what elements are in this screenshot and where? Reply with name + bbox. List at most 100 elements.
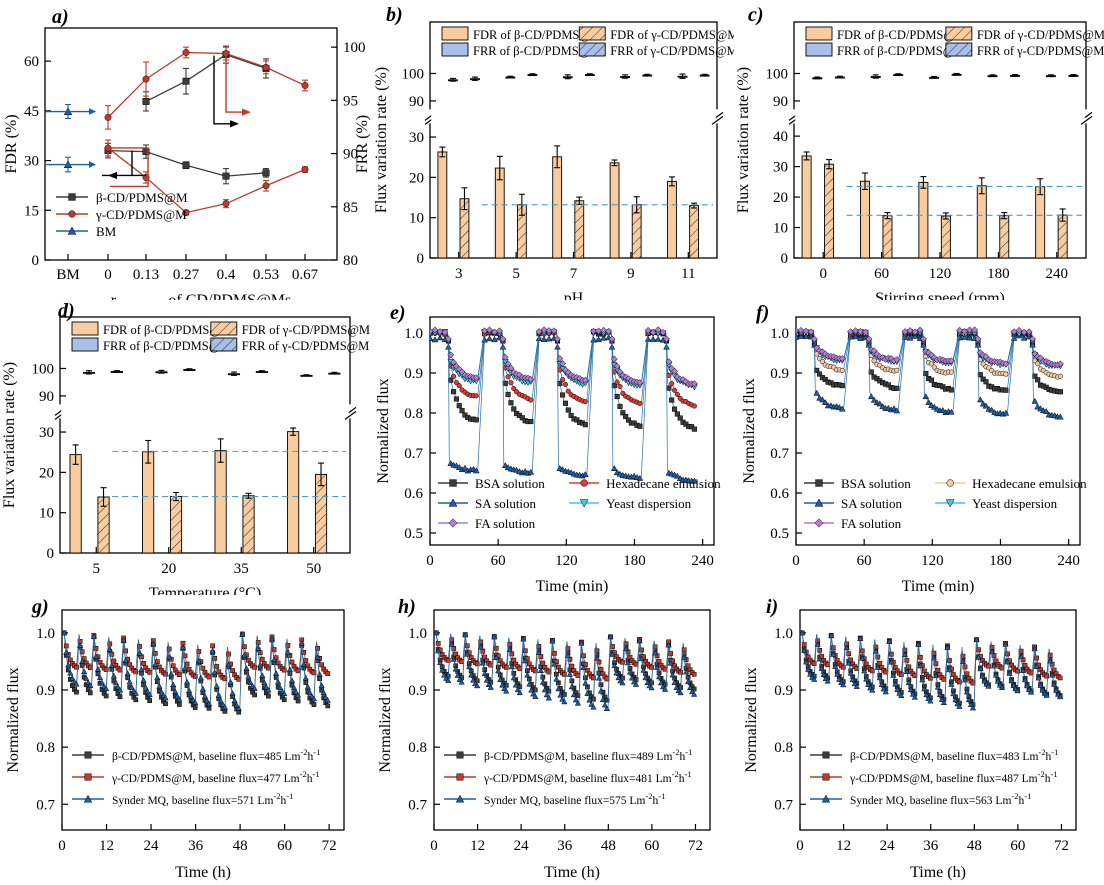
- y-tick-label: 20: [773, 190, 788, 206]
- bar: [610, 160, 619, 258]
- data-point-marker: [207, 706, 211, 710]
- data-point-marker: [223, 709, 227, 713]
- data-point-marker: [318, 677, 322, 681]
- data-point-marker: [183, 49, 189, 55]
- panel-d-legend: FDR of β-CD/PDMS@M FDR of γ-CD/PDMS@MFRR …: [72, 322, 370, 353]
- legend-label: FRR of γ-CD/PDMS@M: [977, 44, 1104, 58]
- data-point-marker: [302, 82, 308, 88]
- data-point-marker: [450, 480, 457, 487]
- bar: [495, 156, 504, 258]
- bm-arrowhead: [89, 161, 96, 168]
- data-point-marker: [868, 394, 874, 399]
- data-point-marker: [266, 666, 270, 670]
- data-point-marker: [143, 76, 149, 82]
- y-tick-label: 90: [39, 389, 54, 405]
- x-tick-label: 0: [426, 553, 434, 569]
- data-point-marker: [125, 671, 130, 676]
- panel-d-label: d): [58, 300, 75, 323]
- series-area: [62, 630, 331, 714]
- series-group: [105, 47, 308, 129]
- y-tick-right-label: 100: [343, 40, 366, 56]
- bar: [553, 146, 562, 258]
- data-point-marker: [942, 677, 946, 681]
- panel-e: 0.5 0.6 0.7 0.8 0.9 1.0 0 60 120 180 240 Normalized…: [372, 295, 738, 595]
- bar: [919, 177, 928, 258]
- y-tick-label: 0: [32, 253, 40, 269]
- data-point-marker: [223, 173, 229, 179]
- y-tick-label: 100: [32, 361, 55, 377]
- x-tick-label: 60: [277, 838, 292, 854]
- panel-b-label: b): [386, 4, 403, 27]
- y-tick-label: 100: [766, 66, 789, 82]
- panel-i-legend: β-CD/PDMS@M, baseline flux=483 Lm-2h-1 γ-…: [810, 747, 1058, 807]
- legend-label: β-CD/PDMS@M, baseline flux=489 Lm-2h-1: [484, 747, 692, 763]
- x-tick-label: 0.4: [217, 267, 236, 283]
- x-tick-label: 5: [512, 266, 520, 282]
- data-point-marker: [104, 667, 108, 671]
- y-axis-label: Normalized flux: [741, 378, 758, 483]
- data-point-marker: [1032, 398, 1038, 403]
- legend-label: Hexadecane emulsion: [972, 476, 1087, 491]
- legend-label: γ-CD/PDMS@M: [95, 207, 187, 222]
- legend-swatch: [579, 27, 605, 40]
- panel-b-legend: FDR of β-CD/PDMS@M FDR of γ-CD/PDMS@MFRR …: [442, 27, 734, 58]
- data-point-marker: [74, 690, 78, 694]
- x-tick-label: 35: [234, 561, 249, 577]
- series-area: [793, 327, 1064, 420]
- y-tick-label: 20: [39, 465, 54, 481]
- x-tick-label: 240: [1057, 553, 1080, 569]
- data-point-marker: [655, 336, 661, 341]
- data-point-marker: [560, 393, 565, 398]
- data-point-marker: [242, 645, 246, 649]
- data-point-marker: [923, 394, 929, 399]
- bar: [287, 428, 298, 553]
- data-point-marker: [675, 392, 680, 397]
- x-tick-label: 240: [1046, 266, 1069, 282]
- y-tick-label: 10: [773, 221, 788, 237]
- data-point-marker: [94, 646, 98, 650]
- plot-frame: [45, 28, 337, 260]
- legend-label: β-CD/PDMS@M, baseline flux=483 Lm-2h-1: [850, 747, 1058, 763]
- x-tick-label: 0.67: [292, 267, 319, 283]
- data-point-marker: [80, 663, 84, 667]
- series-line: [108, 52, 305, 117]
- data-point-marker: [638, 424, 643, 429]
- panel-g-label: g): [32, 596, 49, 619]
- data-point-marker: [492, 337, 498, 342]
- data-point-marker: [667, 386, 672, 391]
- bar: [438, 147, 447, 258]
- x-axis-label: Time (h): [544, 864, 600, 881]
- data-point-marker: [889, 652, 893, 656]
- data-point-marker: [289, 678, 294, 683]
- data-point-marker: [457, 752, 463, 758]
- panel-a-label: a): [52, 6, 69, 29]
- y-tick-right-label: 85: [343, 200, 358, 216]
- data-point-marker: [583, 681, 588, 686]
- x-tick-label: 12: [836, 838, 851, 854]
- data-point-marker: [611, 466, 617, 471]
- error-bar: [303, 375, 309, 376]
- bar: [111, 371, 122, 373]
- data-point-marker: [831, 646, 835, 650]
- bar: [802, 152, 811, 258]
- data-point-marker: [207, 675, 211, 679]
- data-point-marker: [984, 379, 989, 384]
- bar: [977, 178, 986, 258]
- x-tick-label: 3: [455, 266, 463, 282]
- x-tick-label: 11: [681, 266, 695, 282]
- data-point-marker: [650, 336, 656, 341]
- y-tick-label: 1.0: [770, 326, 789, 342]
- data-point-marker: [878, 661, 882, 665]
- data-point-marker: [667, 373, 672, 378]
- y-tick-label: 0.9: [36, 683, 55, 699]
- data-point-marker: [163, 702, 167, 706]
- bar: [1069, 75, 1078, 77]
- data-point-marker: [320, 663, 324, 667]
- data-point-marker: [692, 672, 696, 676]
- y-tick-label: 20: [409, 170, 424, 186]
- data-point-marker: [511, 407, 516, 412]
- x-tick-label: 48: [233, 838, 248, 854]
- panel-e-legend: BSA solution Hexadecane emulsionSA soluti…: [438, 476, 721, 531]
- data-point-marker: [457, 403, 462, 408]
- y-axis-label: Normalized flux: [377, 667, 394, 772]
